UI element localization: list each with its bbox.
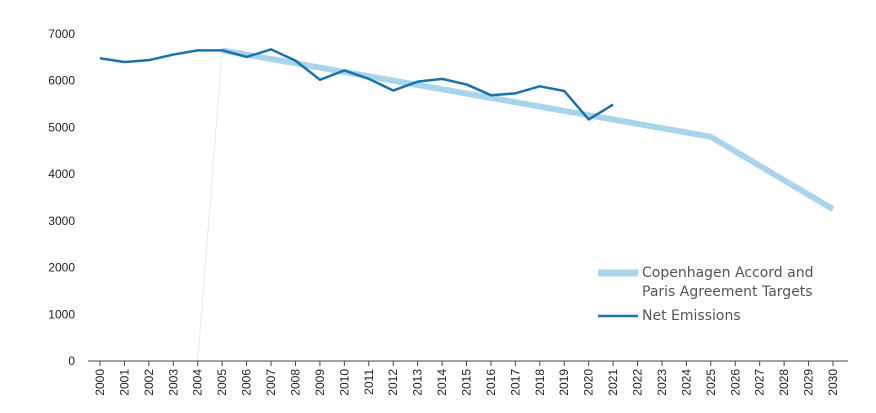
x-tick-label: 2011	[362, 369, 376, 395]
x-tick-label: 2024	[679, 369, 693, 396]
x-tick-label: 2013	[411, 369, 425, 396]
x-tick-label: 2010	[337, 369, 351, 396]
x-tick-label: 2015	[460, 369, 474, 396]
x-tick-label: 2020	[582, 369, 596, 396]
x-tick-label: 2022	[631, 369, 645, 396]
x-tick-label: 2007	[264, 369, 278, 396]
x-axis: 2000 2001 2002 2003 2004 2005 2006 2007 2008 2009…	[88, 360, 848, 396]
x-tick-label: 2002	[142, 369, 156, 396]
x-tick-label: 2003	[166, 369, 180, 396]
legend-label-net-emissions: Net Emissions	[642, 308, 741, 324]
y-tick-label: 5000	[48, 120, 75, 134]
x-tick-label: 2001	[117, 369, 131, 396]
x-tick-label: 2028	[777, 369, 791, 396]
x-tick-label: 2027	[753, 369, 767, 396]
x-tick-label: 2014	[435, 369, 449, 396]
faint-connector-line	[197, 50, 223, 362]
x-tick-label: 2000	[93, 369, 107, 396]
y-tick-label: 7000	[48, 27, 75, 41]
x-tick-label: 2012	[386, 369, 400, 396]
x-tick-label: 2018	[533, 369, 547, 396]
y-tick-label: 6000	[48, 74, 75, 88]
legend: Copenhagen Accord and Paris Agreement Tar…	[598, 265, 813, 324]
x-tick-label: 2029	[802, 369, 816, 396]
y-tick-label: 1000	[48, 307, 75, 321]
y-axis: 0 1000 2000 3000 4000 5000 6000 7000	[48, 27, 75, 368]
x-tick-label: 2009	[313, 369, 327, 396]
x-tick-label: 2023	[655, 369, 669, 396]
x-tick-label: 2019	[557, 369, 571, 396]
target-series-line	[221, 47, 835, 212]
x-tick-label: 2030	[826, 369, 840, 396]
x-tick-label: 2025	[704, 369, 718, 396]
y-tick-label: 2000	[48, 261, 75, 275]
x-tick-label: 2004	[191, 369, 205, 396]
x-tick-label: 2021	[606, 369, 620, 396]
x-tick-label: 2006	[240, 369, 254, 396]
x-tick-label: 2017	[508, 369, 522, 396]
net-emissions-series-line	[99, 48, 614, 121]
x-tick-label: 2026	[728, 369, 742, 396]
faint-target-connector	[197, 50, 223, 362]
series-layer	[99, 47, 835, 212]
y-tick-label: 0	[68, 354, 75, 368]
y-tick-label: 3000	[48, 214, 75, 228]
y-tick-label: 4000	[48, 167, 75, 181]
x-tick-label: 2005	[215, 369, 229, 396]
legend-label-targets: Paris Agreement Targets	[642, 284, 813, 300]
x-tick-label: 2016	[484, 369, 498, 396]
x-tick-label: 2008	[288, 369, 302, 396]
legend-label-targets: Copenhagen Accord and	[642, 265, 813, 281]
